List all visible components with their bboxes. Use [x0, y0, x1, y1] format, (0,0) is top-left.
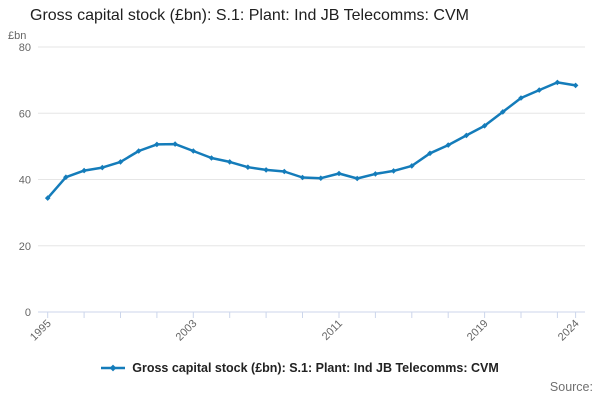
data-point-marker[interactable]	[481, 123, 488, 129]
x-axis-label: 2019	[465, 318, 491, 344]
y-axis-tick-label: 20	[19, 241, 31, 253]
legend-marker-svg	[101, 364, 126, 372]
y-axis-tick-label: 60	[19, 108, 31, 120]
legend-line-marker-icon	[101, 362, 126, 374]
data-point-marker[interactable]	[536, 87, 542, 93]
data-point-marker[interactable]	[390, 168, 397, 174]
data-point-marker[interactable]	[99, 164, 106, 171]
data-point-marker[interactable]	[172, 141, 178, 147]
data-point-marker[interactable]	[281, 168, 288, 175]
data-point-marker[interactable]	[500, 109, 506, 115]
data-point-marker[interactable]	[463, 132, 470, 139]
y-axis-tick-label: 40	[19, 175, 31, 187]
data-point-marker[interactable]	[336, 170, 342, 177]
data-point-marker[interactable]	[445, 142, 451, 148]
data-point-marker[interactable]	[135, 148, 142, 154]
data-point-marker[interactable]	[117, 159, 124, 165]
legend-label: Gross capital stock (£bn): S.1: Plant: I…	[132, 361, 499, 375]
data-point-marker[interactable]	[299, 174, 306, 181]
x-axis-label: 2024	[556, 318, 582, 344]
data-point-marker[interactable]	[318, 175, 324, 181]
y-axis-tick-label: 80	[19, 42, 31, 54]
data-point-marker[interactable]	[44, 195, 51, 201]
x-axis-label: 2011	[320, 318, 345, 343]
chart-canvas: 0 20 40 60 80 1995 2003 2011 2019 2024	[19, 42, 585, 344]
data-point-marker[interactable]	[245, 164, 251, 170]
data-point-marker[interactable]	[154, 141, 160, 148]
x-axis-label: 2003	[174, 318, 200, 344]
data-point-marker[interactable]	[518, 95, 524, 101]
series-line[interactable]	[46, 81, 577, 200]
data-point-marker[interactable]	[263, 167, 269, 173]
data-point-marker[interactable]	[190, 148, 197, 154]
series-markers[interactable]	[44, 79, 579, 201]
source-label: Source:	[549, 380, 593, 394]
data-point-marker[interactable]	[554, 79, 561, 86]
legend-marker-diamond	[109, 364, 117, 372]
y-axis-unit-label: £bn	[8, 30, 27, 42]
x-axis-label: 1995	[28, 318, 54, 344]
data-point-marker[interactable]	[226, 159, 233, 165]
data-point-marker[interactable]	[354, 175, 360, 182]
data-point-marker[interactable]	[63, 174, 69, 180]
chart-title: Gross capital stock (£bn): S.1: Plant: I…	[30, 7, 469, 24]
data-point-marker[interactable]	[208, 155, 215, 161]
legend-item[interactable]: Gross capital stock (£bn): S.1: Plant: I…	[0, 361, 600, 375]
data-point-marker[interactable]	[81, 167, 87, 174]
data-point-marker[interactable]	[572, 82, 579, 89]
data-point-marker[interactable]	[372, 171, 379, 177]
data-point-marker[interactable]	[409, 163, 415, 169]
data-point-marker[interactable]	[427, 150, 433, 157]
y-axis-tick-label: 0	[25, 307, 31, 319]
